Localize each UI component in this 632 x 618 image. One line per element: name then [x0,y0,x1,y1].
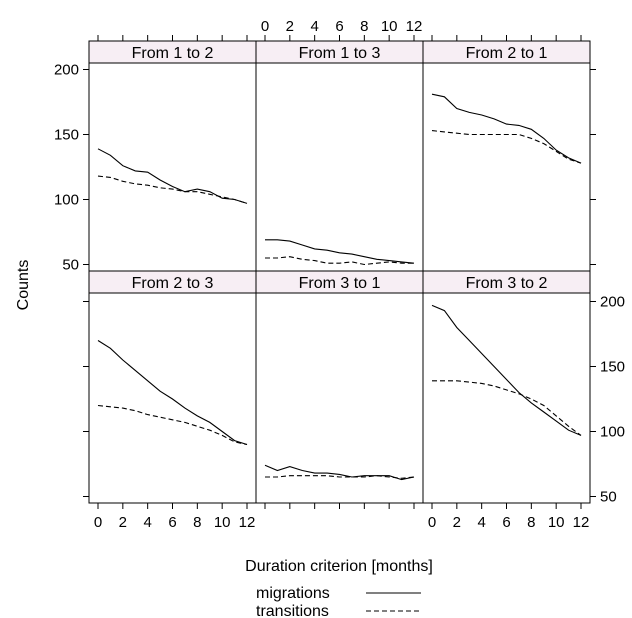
x-axis-col-3 [431,35,582,41]
panel-title: From 2 to 1 [466,45,548,62]
series-line-transitions [97,175,248,204]
y-axis-label: Counts [15,260,32,311]
y-tick-label: 100 [600,424,625,441]
x-tick-label: 0 [261,18,269,35]
series-line-transitions [265,475,415,479]
x-axis-col-1: 0 2 4 6 8 10 12 [94,503,256,531]
x-tick-label: 10 [548,514,565,531]
x-axis-label: Duration criterion [months] [245,558,433,575]
x-tick-label: 4 [477,514,485,531]
panel-6: From 3 to 2 [422,270,591,504]
panel-frame [255,292,424,504]
y-axis-row-1: 50 100 150 200 [54,62,89,274]
panel-title: From 3 to 1 [299,275,381,292]
x-tick-label: 10 [214,514,231,531]
panel-5: From 3 to 1 [255,270,424,504]
axes: 0 2 4 6 8 10 12 0 2 4 6 8 10 120 2 4 6 8 10 125010015020050… [54,18,625,531]
y-tick-label: 200 [54,62,79,79]
panel-2: From 1 to 3 [255,40,424,272]
y-axis-row-2: 50 100 150 200 [590,294,625,506]
panel-title: From 1 to 2 [132,45,214,62]
series-line-migrations [97,340,248,446]
x-axis-col-2: 0 2 4 6 8 10 12 [261,18,423,41]
panel-3: From 2 to 1 [422,40,591,272]
y-tick-label: 200 [600,294,625,311]
legend-label-migrations: migrations [256,585,330,602]
panel-frame [422,292,591,504]
legend: migrations transitions [256,585,421,618]
x-tick-label: 4 [143,514,151,531]
series-line-migrations [264,464,415,481]
panels: From 1 to 2 From 1 to 3 From 2 to 1 From 2 … [88,40,591,504]
x-tick-label: 2 [119,514,127,531]
x-tick-label: 4 [310,18,318,35]
panel-frame [88,292,257,504]
x-tick-label: 8 [360,18,368,35]
series-line-migrations [431,304,582,436]
x-tick-label: 2 [286,18,294,35]
series-line-transitions [265,256,414,266]
legend-label-transitions: transitions [256,603,329,618]
x-tick-label: 10 [381,18,398,35]
y-axis-row-2 [83,301,89,497]
panel-4: From 2 to 3 [88,270,257,504]
y-tick-label: 150 [54,127,79,144]
x-axis-col-2 [264,503,415,509]
panel-title: From 2 to 3 [132,275,214,292]
x-tick-label: 12 [239,514,256,531]
panel-title: From 1 to 3 [299,45,381,62]
x-tick-label: 0 [94,514,102,531]
x-tick-label: 8 [193,514,201,531]
series-line-transitions [432,380,582,436]
x-tick-label: 2 [453,514,461,531]
panel-frame [88,62,257,272]
panel-1: From 1 to 2 [88,40,257,272]
series-line-transitions [431,130,582,164]
x-axis-col-3: 0 2 4 6 8 10 12 [428,503,590,531]
panel-frame [422,62,591,272]
x-tick-label: 12 [573,514,590,531]
y-tick-label: 50 [62,257,79,274]
y-tick-label: 150 [600,359,625,376]
y-tick-label: 100 [54,192,79,209]
series-line-migrations [431,93,582,164]
x-tick-label: 0 [428,514,436,531]
x-tick-label: 12 [406,18,423,35]
y-tick-label: 50 [600,489,617,506]
x-axis-col-1 [97,35,248,41]
x-tick-label: 6 [502,514,510,531]
x-tick-label: 6 [335,18,343,35]
panel-title: From 3 to 2 [466,275,548,292]
x-tick-label: 8 [527,514,535,531]
series-line-migrations [97,148,248,204]
series-line-transitions [97,404,248,446]
x-tick-label: 6 [168,514,176,531]
y-axis-row-1 [590,69,596,265]
series-line-migrations [265,239,415,264]
